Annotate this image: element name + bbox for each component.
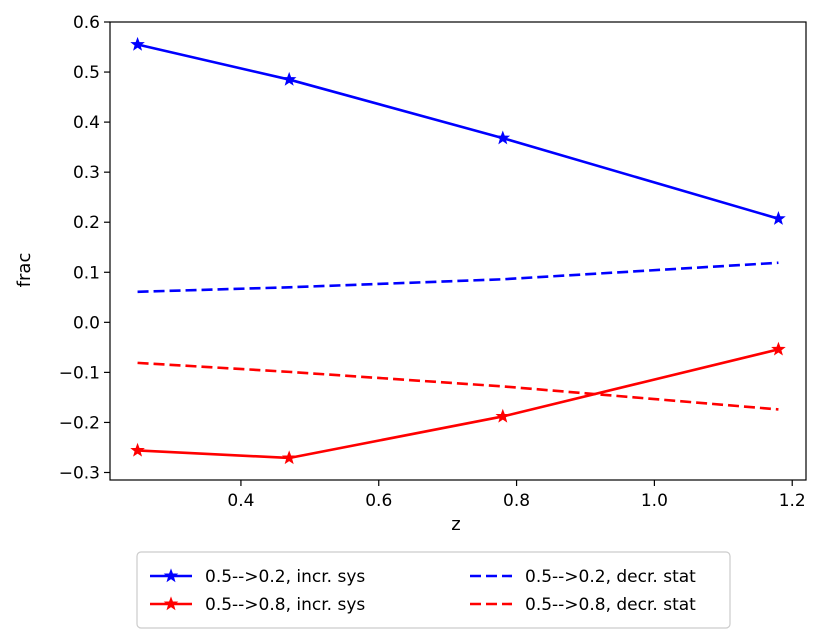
series-1-point (281, 71, 297, 86)
x-tick-label: 1.0 (641, 491, 668, 511)
series-2-point (771, 341, 786, 356)
y-tick-label: 0.5 (73, 63, 100, 83)
y-axis-ticks: 0.6 0.5 0.4 0.3 0.2 0.1 0.0 −0.1 −0.2 −0.3 (59, 13, 110, 483)
series-2-point (130, 442, 145, 457)
x-axis-ticks: 0.4 0.6 0.8 1.0 1.2 (227, 480, 806, 511)
series-line-2 (137, 348, 779, 460)
series-2-point (495, 408, 511, 423)
series-2-point (281, 450, 297, 465)
series-line-4 (137, 361, 779, 411)
legend: 0.5-->0.2, incr. sys 0.5-->0.8, incr. sys… (136, 551, 731, 629)
y-tick-label: 0.3 (73, 163, 100, 183)
plot-area (109, 21, 807, 481)
y-tick-label: 0.6 (73, 13, 100, 33)
legend-label-3: 0.5-->0.2, decr. stat (525, 567, 696, 587)
legend-label-2: 0.5-->0.8, incr. sys (205, 595, 365, 615)
y-tick-label: 0.2 (73, 213, 100, 233)
legend-label-1: 0.5-->0.2, incr. sys (205, 567, 365, 587)
y-tick-label: 0.0 (73, 313, 100, 333)
axes-frame (109, 21, 807, 481)
y-tick-label: −0.1 (59, 363, 100, 383)
x-tick-label: 0.8 (503, 491, 530, 511)
legend-label-4: 0.5-->0.8, decr. stat (525, 595, 696, 615)
series-1-point (771, 211, 786, 225)
legend-marker-2 (163, 596, 179, 611)
series-line-3 (137, 261, 779, 294)
legend-box (136, 551, 731, 629)
x-tick-label: 0.6 (365, 491, 392, 511)
y-tick-label: 0.1 (73, 263, 100, 283)
y-axis-label: frac (14, 253, 35, 288)
y-tick-label: −0.2 (59, 413, 100, 433)
series-1-point (130, 36, 145, 51)
series-line-1 (137, 43, 779, 220)
x-axis-label: z (451, 514, 460, 535)
x-tick-label: 0.4 (227, 491, 254, 511)
legend-marker-1 (163, 568, 179, 583)
series-1-point (495, 130, 511, 145)
y-tick-label: −0.3 (59, 463, 100, 483)
y-tick-label: 0.4 (73, 113, 100, 133)
x-tick-label: 1.2 (779, 491, 806, 511)
